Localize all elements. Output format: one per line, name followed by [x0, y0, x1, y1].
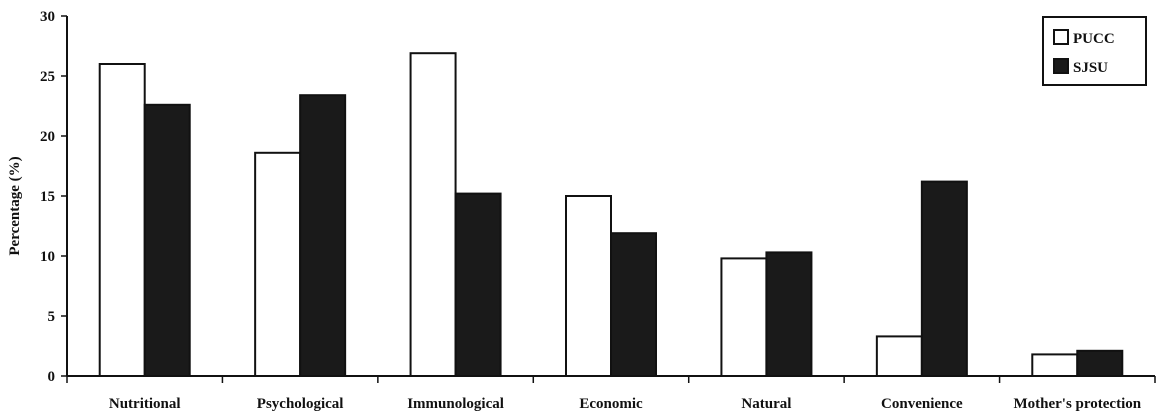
bar-pucc: [98, 63, 146, 377]
y-tick-label: 30: [40, 9, 55, 25]
bar-sjsu: [299, 94, 347, 377]
y-tick-label: 0: [48, 369, 56, 385]
y-tick-label: 25: [40, 69, 55, 85]
bars: [98, 52, 1124, 378]
bar-sjsu: [610, 232, 657, 377]
bar-sjsu: [1076, 349, 1124, 377]
x-tick-label: Economic: [579, 396, 643, 412]
bar-pucc: [1031, 353, 1079, 377]
bar-pucc: [565, 195, 612, 377]
x-tick-label: Mother's protection: [1013, 396, 1141, 412]
bar-pucc: [875, 335, 923, 377]
bar-pucc: [254, 151, 302, 377]
y-tick-label: 10: [40, 249, 55, 265]
x-tick-label: Immunological: [407, 396, 504, 412]
legend-label-sjsu: SJSU: [1073, 60, 1108, 76]
y-tick-label: 5: [48, 309, 56, 325]
x-tick-label: Nutritional: [109, 396, 181, 412]
x-tick-label: Natural: [741, 396, 791, 412]
y-axis-title: Percentage (%): [7, 156, 23, 255]
x-tick-label: Psychological: [257, 396, 344, 412]
axes: 0 5 10 15 20 25 30 Nutritional Psychological Imm…: [40, 9, 1156, 412]
y-tick-label: 15: [40, 189, 55, 205]
x-axis-ticks: Nutritional Psychological Immunological Eco…: [66, 376, 1156, 412]
legend-swatch-pucc: [1053, 29, 1069, 45]
bar-sjsu: [920, 180, 968, 377]
y-axis-ticks: 0 5 10 15 20 25 30: [40, 9, 67, 385]
bar-pucc: [720, 257, 768, 377]
legend-label-pucc: PUCC: [1073, 31, 1115, 47]
bar-sjsu: [454, 192, 502, 377]
x-tick-label: Convenience: [881, 396, 963, 412]
bar-sjsu: [765, 251, 813, 377]
y-tick-label: 20: [40, 129, 55, 145]
bar-sjsu: [143, 103, 191, 378]
bar-pucc: [409, 52, 457, 377]
legend-swatch-sjsu: [1053, 58, 1069, 74]
legend: PUCC SJSU: [1042, 16, 1147, 86]
